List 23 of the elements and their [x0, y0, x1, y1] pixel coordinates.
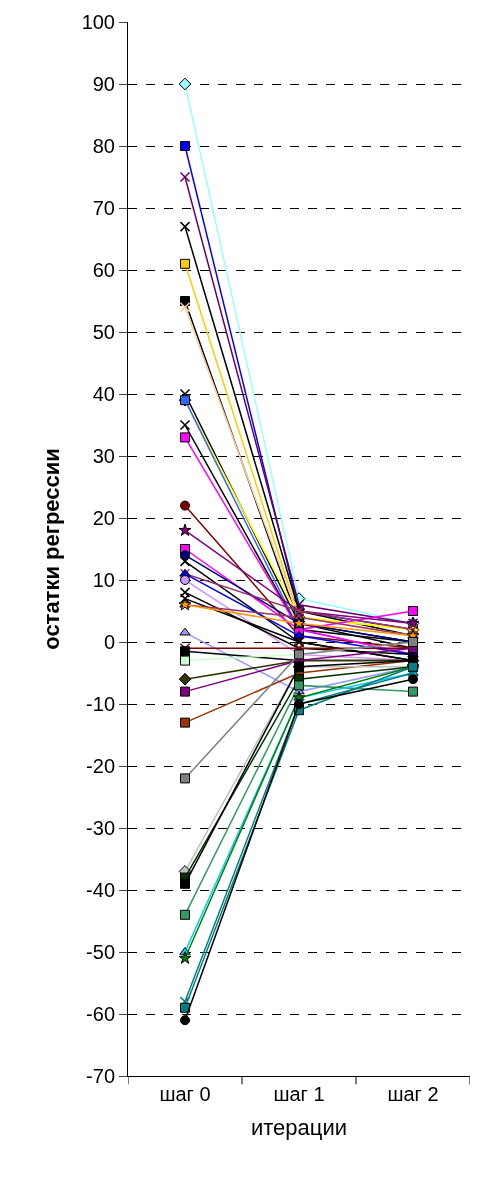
y-axis-title: остатки регрессии	[39, 448, 65, 650]
y-tick-label: 100	[81, 11, 115, 33]
y-tick-label: 70	[92, 197, 115, 219]
x-tick-label: шаг 0	[159, 1083, 211, 1105]
y-tick-label: 50	[92, 321, 115, 343]
y-tick-label: -40	[86, 879, 115, 901]
x-axis-title: итерации	[250, 1114, 348, 1140]
y-tick-label: 0	[103, 631, 115, 653]
y-tick-label: 60	[92, 259, 115, 281]
y-tick-label: 40	[92, 383, 115, 405]
x-tick-label: шаг 1	[273, 1083, 325, 1105]
y-tick-label: 80	[92, 135, 115, 157]
y-tick-label: -20	[86, 755, 115, 777]
y-tick-label: -70	[86, 1065, 115, 1087]
y-tick-label: -10	[86, 693, 115, 715]
y-tick-label: -60	[86, 1003, 115, 1025]
y-tick-label: 90	[92, 73, 115, 95]
y-tick-label: 10	[92, 569, 115, 591]
y-tick-label: -30	[86, 817, 115, 839]
x-tick-label: шаг 2	[387, 1083, 439, 1105]
y-tick-label: 30	[92, 445, 115, 467]
y-tick-label: 20	[92, 507, 115, 529]
y-tick-label: -50	[86, 941, 115, 963]
